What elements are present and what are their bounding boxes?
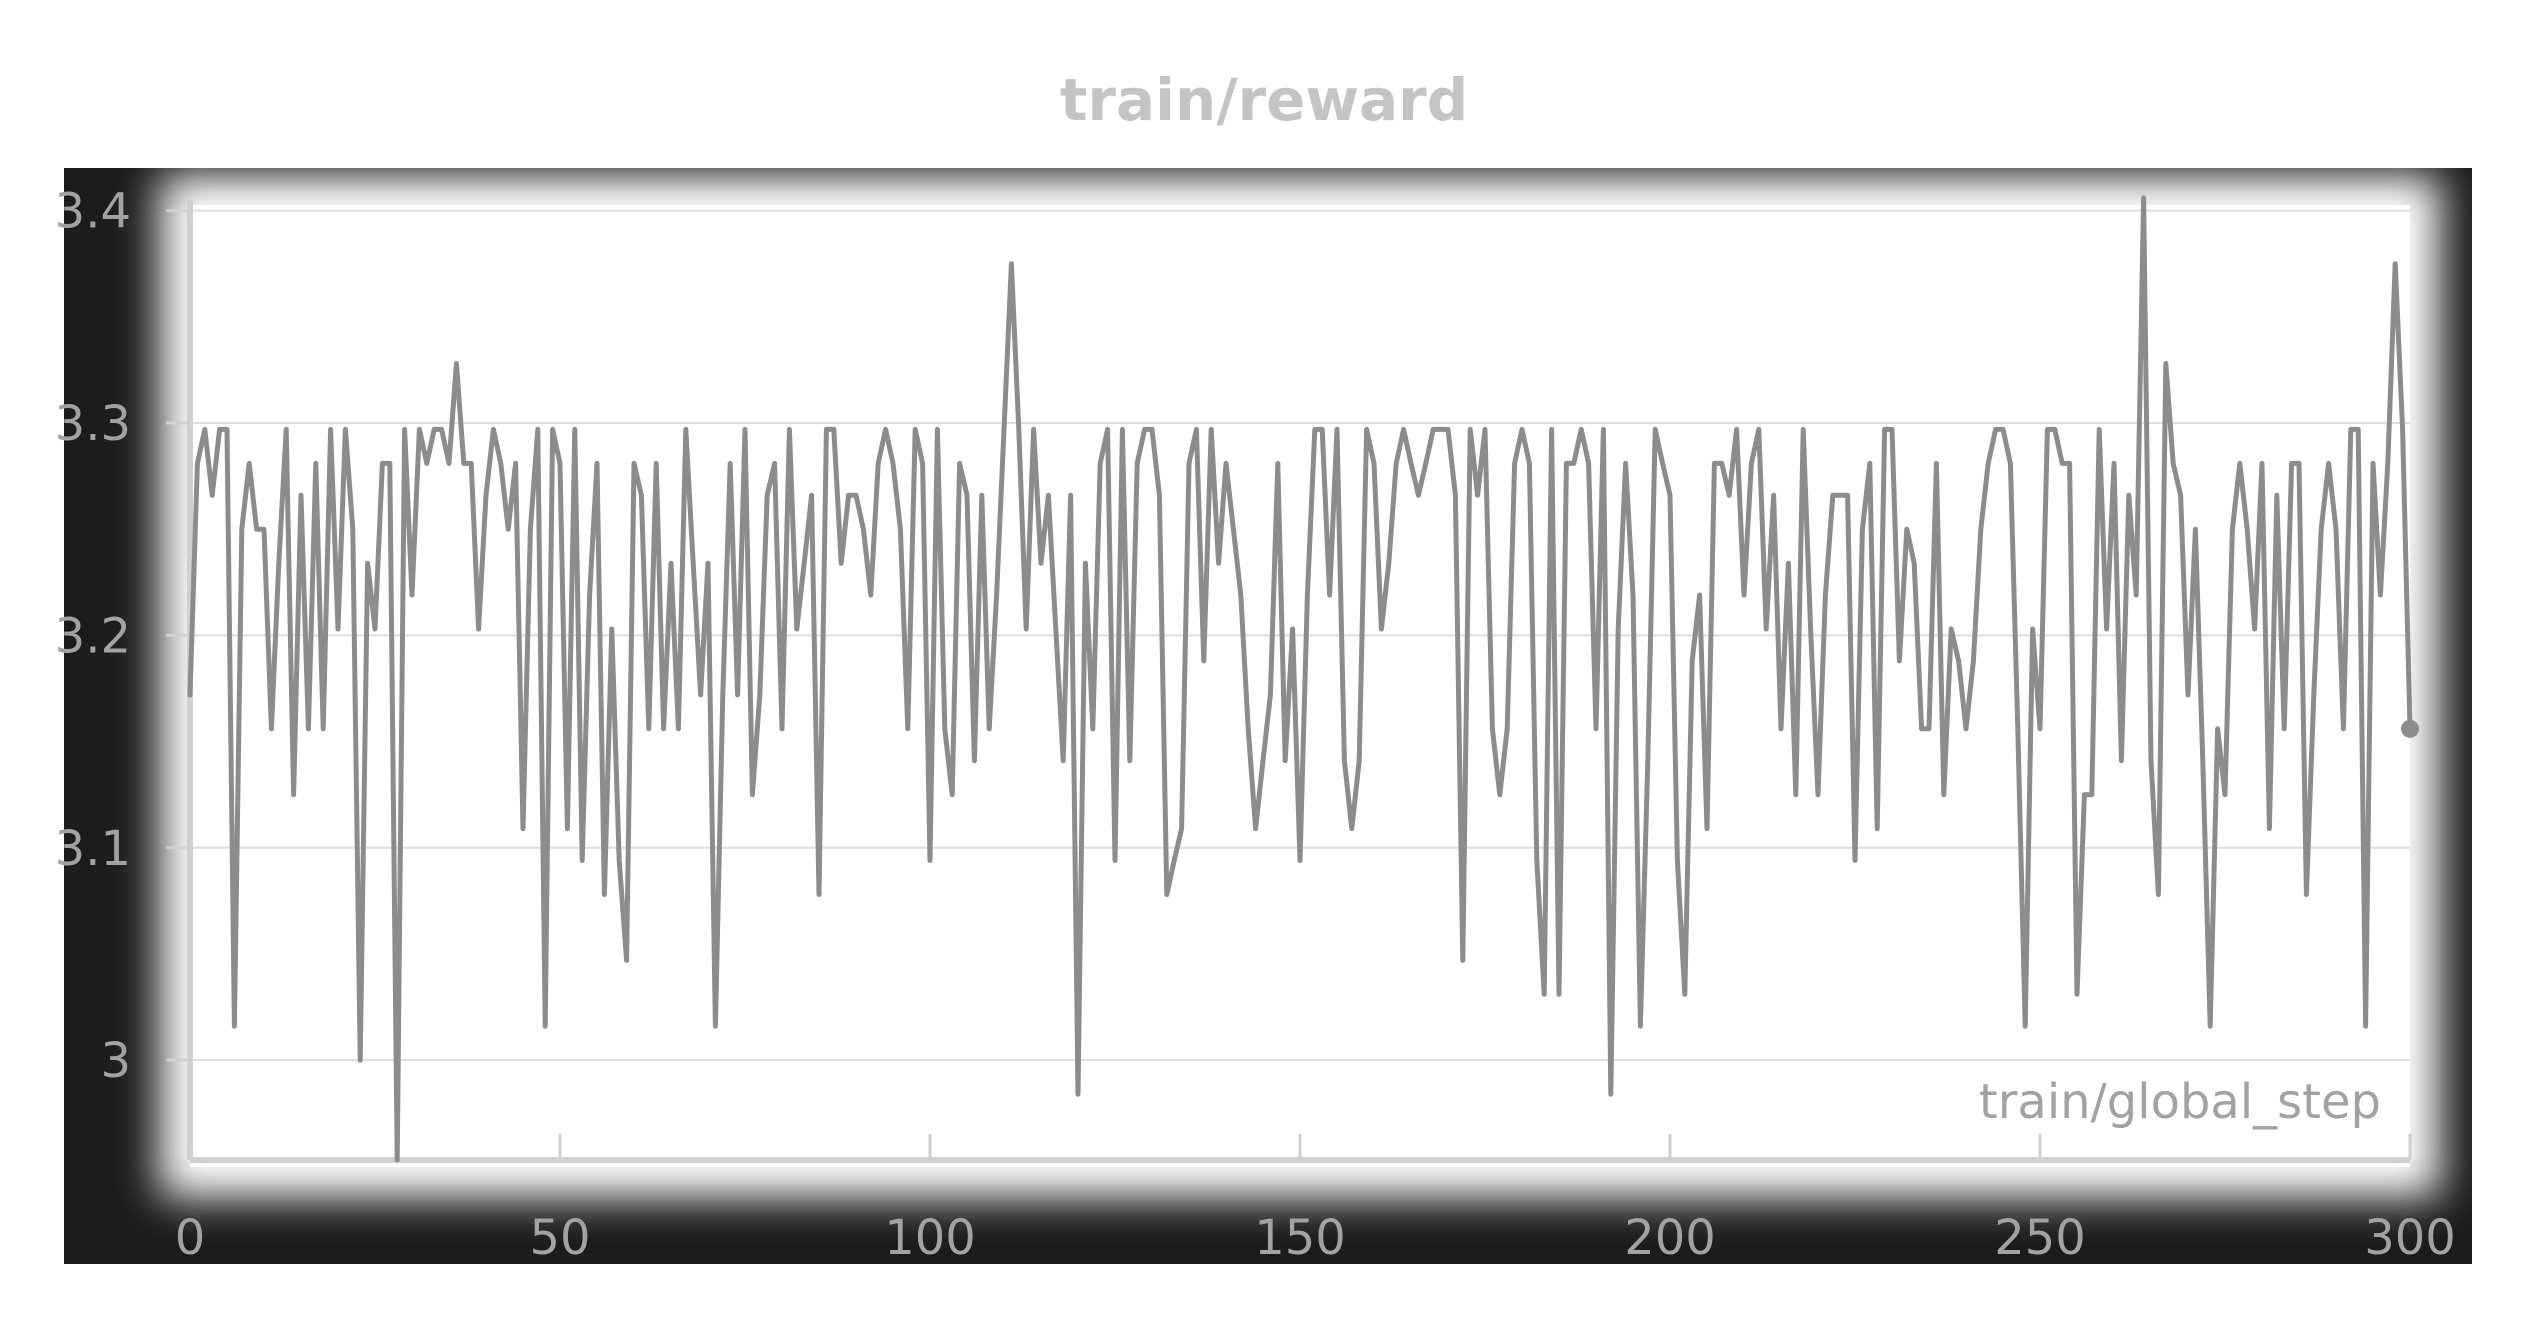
y-tick-label: 3.1 bbox=[55, 821, 131, 877]
y-tick-label: 3 bbox=[100, 1033, 131, 1089]
x-tick-label: 0 bbox=[175, 1210, 206, 1266]
y-tick-label: 3.3 bbox=[55, 396, 131, 452]
x-axis-label: train/global_step bbox=[1979, 1074, 2381, 1130]
x-tick-label: 300 bbox=[2364, 1210, 2456, 1266]
x-tick-label: 150 bbox=[1254, 1210, 1346, 1266]
x-tick-label: 50 bbox=[529, 1210, 590, 1266]
y-tick-label: 3.2 bbox=[55, 608, 131, 664]
tick-labels: 3 3.1 3.2 3.3 3.4 0 50 100 150 200 250 300 bbox=[55, 184, 2456, 1266]
last-point-marker bbox=[2401, 719, 2419, 738]
x-tick-label: 100 bbox=[884, 1210, 976, 1266]
x-tick-label: 200 bbox=[1624, 1210, 1716, 1266]
series bbox=[187, 195, 2419, 1163]
y-tick-label: 3.4 bbox=[55, 184, 131, 240]
chart-title: train/reward bbox=[1059, 66, 1469, 134]
series-line bbox=[187, 195, 2413, 1163]
x-tick-label: 250 bbox=[1994, 1210, 2086, 1266]
